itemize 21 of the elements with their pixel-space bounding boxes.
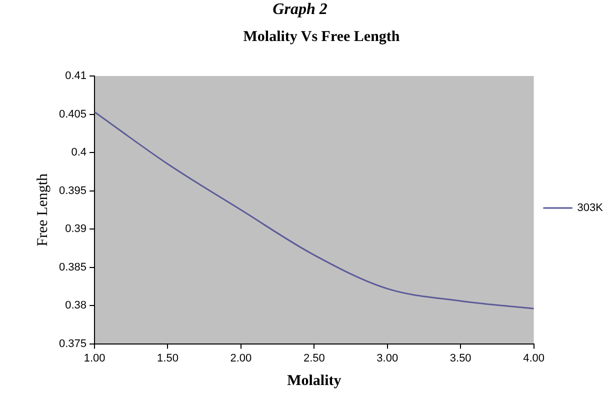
- line-series: [94, 111, 534, 310]
- chart-title: Molality Vs Free Length: [243, 28, 400, 45]
- y-tick-label: 0.395: [58, 184, 87, 197]
- y-axis-title: Free Length: [34, 172, 51, 246]
- x-tick-label: 1.00: [84, 352, 106, 364]
- x-tick-label: 4.00: [523, 352, 545, 364]
- x-tick-label: 1.50: [157, 352, 178, 364]
- y-tick-label: 0.38: [65, 300, 87, 312]
- y-tick-label: 0.375: [58, 338, 87, 350]
- x-tick-label: 3.00: [376, 352, 398, 364]
- y-tick-label: 0.39: [65, 223, 87, 236]
- y-tick-label: 0.405: [58, 108, 87, 120]
- y-tick-label: 0.4: [71, 146, 87, 159]
- legend-label: 303K: [577, 202, 604, 214]
- y-tick-label: 0.41: [65, 70, 87, 82]
- x-tick-label: 2.50: [303, 352, 325, 364]
- x-axis-title: Molality: [287, 372, 342, 389]
- y-tick-label: 0.385: [58, 261, 87, 274]
- caption: Graph 2: [272, 1, 328, 18]
- x-tick-label: 3.50: [450, 352, 472, 364]
- x-tick-label: 2.00: [230, 352, 252, 364]
